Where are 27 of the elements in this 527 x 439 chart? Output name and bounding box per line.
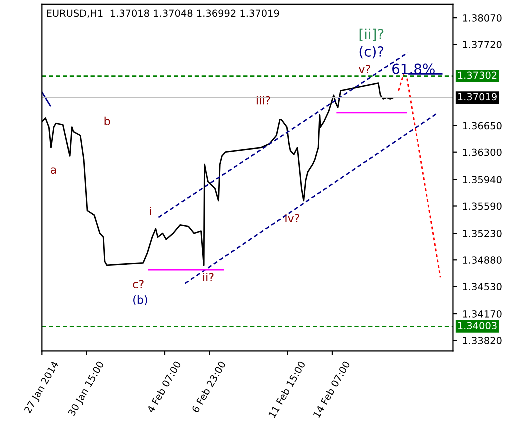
y-tick-label: 1.36300 xyxy=(463,148,502,156)
y-tick-label: 1.37720 xyxy=(463,41,502,48)
annotation: iv? xyxy=(286,214,300,222)
annotation: iii? xyxy=(256,96,270,105)
y-tick-label: 1.34170 xyxy=(463,310,502,318)
annotation: i xyxy=(150,207,152,216)
y-tick-label: 1.36650 xyxy=(463,122,502,130)
annotation: [ii]? xyxy=(360,28,384,42)
y-tick-label: 1.34530 xyxy=(463,283,502,291)
annotation: (b) xyxy=(134,296,148,306)
y-tick-label: 1.38070 xyxy=(463,14,502,22)
annotation: (c)? xyxy=(360,46,384,59)
annotation: c? xyxy=(133,280,144,289)
y-tick-label: 1.33820 xyxy=(463,337,502,344)
annotation: ii? xyxy=(204,272,214,282)
ref-line-label: 1.37019 xyxy=(458,93,497,101)
y-tick-label: 1.35230 xyxy=(463,230,502,238)
y-tick-label: 1.34880 xyxy=(463,256,502,264)
chart-title: EURUSD,H1 1.37018 1.37048 1.36992 1.37019 xyxy=(47,10,280,18)
y-tick-label: 1.35590 xyxy=(463,202,502,210)
annotation: v? xyxy=(359,65,370,74)
annotation: b xyxy=(104,116,110,126)
annotation: a xyxy=(51,168,56,174)
y-tick-label: 1.35940 xyxy=(463,176,502,184)
line-series xyxy=(398,74,442,278)
ref-line-label: 1.37302 xyxy=(458,72,497,80)
ref-line-label: 1.34003 xyxy=(458,322,497,330)
